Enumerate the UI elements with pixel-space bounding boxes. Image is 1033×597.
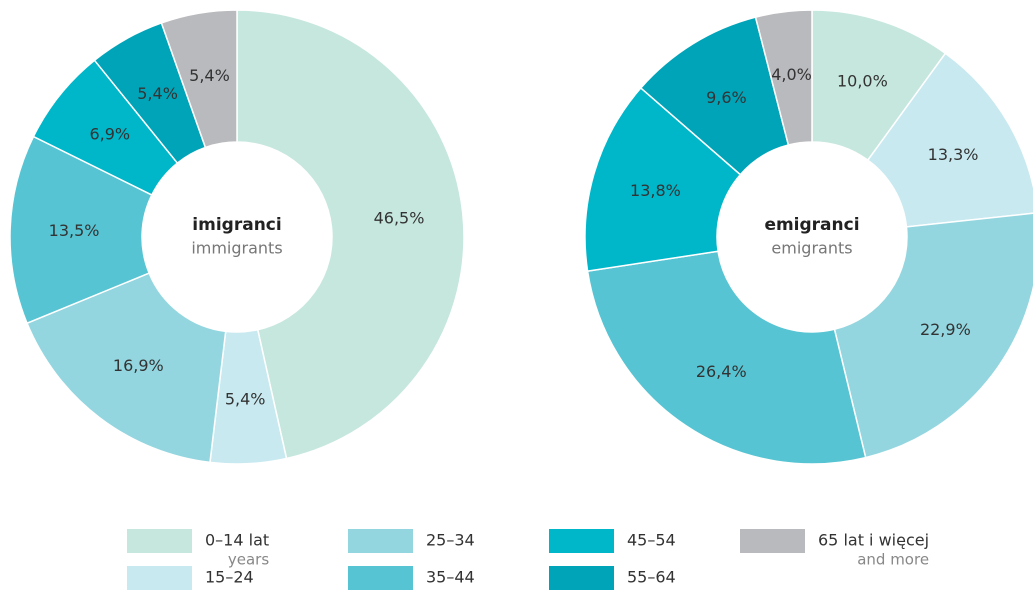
slice bbox=[833, 212, 1033, 459]
legend-swatch bbox=[127, 529, 192, 553]
legend-label: 55–64 bbox=[627, 568, 676, 587]
legend-swatch bbox=[127, 566, 192, 590]
center-subtitle: immigrants bbox=[191, 239, 282, 258]
slice bbox=[9, 135, 153, 325]
legend-label: 45–54 bbox=[627, 531, 676, 550]
slice-label: 22,9% bbox=[920, 320, 971, 339]
legend-label: 0–14 lat bbox=[205, 531, 269, 550]
legend-label: 35–44 bbox=[426, 568, 475, 587]
slice bbox=[586, 250, 867, 465]
legend-swatch bbox=[549, 566, 614, 590]
slice-label: 5,4% bbox=[137, 84, 178, 103]
slice-label: 13,3% bbox=[928, 145, 979, 164]
slice-label: 9,6% bbox=[706, 88, 747, 107]
legend-label: 15–24 bbox=[205, 568, 254, 587]
center-subtitle: emigrants bbox=[771, 239, 852, 258]
slice bbox=[754, 9, 813, 146]
legend-swatch bbox=[549, 529, 614, 553]
legend-label: 25–34 bbox=[426, 531, 475, 550]
center-title: emigranci bbox=[764, 215, 859, 235]
slice-label: 16,9% bbox=[113, 356, 164, 375]
slice bbox=[866, 52, 1033, 228]
legend-label: 65 lat i więcej bbox=[818, 531, 929, 550]
center-title: imigranci bbox=[192, 215, 281, 235]
slice bbox=[26, 272, 227, 464]
slice-label: 26,4% bbox=[696, 362, 747, 381]
slice-label: 13,8% bbox=[630, 181, 681, 200]
legend-swatch bbox=[740, 529, 805, 553]
slice-label: 13,5% bbox=[49, 221, 100, 240]
legend-note: and more bbox=[857, 551, 929, 569]
legend-note: years bbox=[228, 551, 269, 569]
slice-label: 46,5% bbox=[374, 209, 425, 228]
slice-label: 5,4% bbox=[225, 389, 266, 408]
legend-swatch bbox=[348, 529, 413, 553]
legend-swatch bbox=[348, 566, 413, 590]
slice-label: 6,9% bbox=[89, 125, 130, 144]
slice bbox=[236, 9, 465, 460]
slice-label: 5,4% bbox=[189, 66, 230, 85]
slice bbox=[160, 9, 238, 149]
slice bbox=[584, 86, 742, 272]
slice-label: 10,0% bbox=[837, 71, 888, 90]
slice-label: 4,0% bbox=[771, 65, 812, 84]
